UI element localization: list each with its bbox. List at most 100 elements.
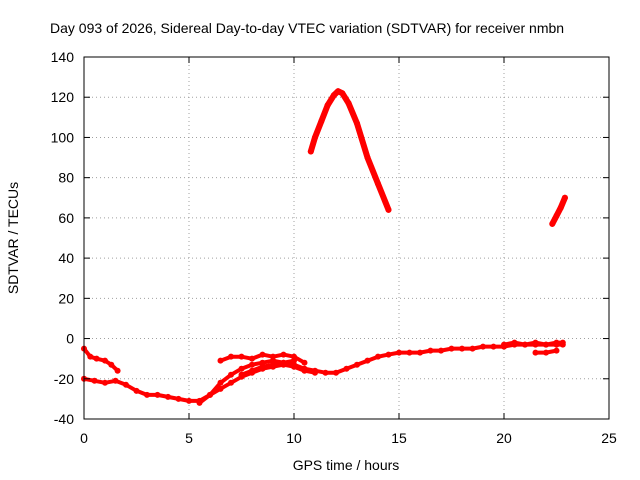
data-point: [238, 353, 245, 360]
data-point: [228, 371, 234, 378]
data-point: [330, 92, 337, 99]
y-tick-label: -20: [54, 371, 74, 387]
y-tick-label: 140: [51, 49, 75, 65]
data-point: [417, 349, 423, 356]
data-point: [354, 120, 360, 127]
data-point: [324, 102, 331, 109]
axis-ticks: 0 5 10 15 20 25 -40 -20 0 20 40 60 80 100 120 140: [51, 49, 617, 446]
data-point: [175, 395, 182, 402]
data-point: [123, 381, 129, 388]
series-pass-h-end: [549, 194, 568, 227]
data-point: [217, 379, 224, 386]
data-point: [557, 204, 564, 211]
data-point: [345, 100, 352, 107]
data-point: [532, 339, 539, 346]
data-point: [238, 365, 245, 372]
data-point: [459, 345, 465, 352]
data-point: [291, 363, 297, 370]
data-point: [93, 355, 100, 362]
data-point: [375, 180, 381, 187]
data-point: [343, 365, 350, 372]
data-point: [259, 351, 266, 358]
data-point: [448, 345, 455, 352]
data-point: [333, 369, 339, 376]
data-point: [280, 351, 287, 358]
data-point: [553, 339, 560, 346]
data-point: [307, 148, 314, 155]
data-point: [396, 349, 402, 356]
y-tick-label: 60: [58, 210, 74, 226]
data-point: [501, 341, 507, 348]
data-point: [144, 391, 150, 398]
data-point: [559, 339, 566, 346]
y-tick-label: 80: [58, 170, 74, 186]
x-tick-label: 20: [496, 430, 512, 446]
chart-title: Day 093 of 2026, Sidereal Day-to-day VTE…: [50, 20, 564, 36]
y-tick-label: 120: [51, 89, 75, 105]
plot-frame: [83, 56, 610, 420]
data-point: [438, 347, 444, 354]
data-point: [207, 391, 213, 398]
x-tick-label: 15: [391, 430, 407, 446]
data-point: [522, 341, 528, 348]
data-point: [165, 393, 171, 400]
data-point: [259, 363, 266, 370]
data-point: [469, 345, 476, 352]
data-point: [91, 377, 98, 384]
x-axis-label: GPS time / hours: [293, 457, 400, 473]
data-point: [364, 154, 371, 161]
data-point: [354, 361, 360, 368]
data-point: [133, 387, 140, 394]
data-point: [553, 212, 560, 219]
x-tick-label: 5: [185, 430, 193, 446]
data-point: [228, 353, 234, 360]
data-point: [480, 343, 486, 350]
data-point: [249, 361, 255, 368]
data-point: [154, 391, 161, 398]
data-point: [238, 371, 245, 378]
data-point: [561, 194, 568, 201]
data-point: [532, 349, 539, 356]
data-point: [312, 134, 318, 141]
data-point: [406, 349, 413, 356]
data-point: [87, 353, 94, 360]
data-point: [385, 351, 392, 358]
grid-lines: [84, 57, 609, 419]
data-point: [364, 357, 371, 364]
data-point: [543, 341, 549, 348]
data-point: [280, 359, 287, 366]
data-point: [217, 385, 224, 392]
data-point: [112, 377, 119, 384]
data-point: [228, 379, 234, 386]
data-point: [249, 367, 255, 374]
data-point: [427, 347, 434, 354]
y-tick-label: 40: [58, 250, 74, 266]
data-point: [270, 353, 276, 360]
data-point: [549, 220, 556, 227]
data-point: [270, 361, 276, 368]
data-point: [312, 369, 318, 376]
x-tick-label: 25: [601, 430, 617, 446]
data-point: [114, 367, 121, 374]
y-tick-label: -40: [54, 411, 74, 427]
data-point: [511, 339, 518, 346]
data-point: [322, 369, 329, 376]
data-point: [102, 379, 108, 386]
data-point: [186, 397, 192, 404]
y-axis-label: SDTVAR / TECUs: [5, 182, 21, 294]
data-point: [196, 399, 203, 406]
y-tick-label: 100: [51, 129, 75, 145]
data-point: [318, 118, 325, 125]
data-point: [291, 357, 297, 364]
data-point: [339, 90, 346, 97]
x-tick-label: 0: [80, 430, 88, 446]
data-point: [108, 361, 115, 368]
data-point: [217, 357, 224, 364]
series-pass-e-arc: [307, 88, 392, 213]
data-point: [490, 343, 497, 350]
data-point: [375, 353, 381, 360]
data-point: [543, 349, 549, 356]
y-tick-label: 20: [58, 290, 74, 306]
data-point: [301, 359, 308, 366]
